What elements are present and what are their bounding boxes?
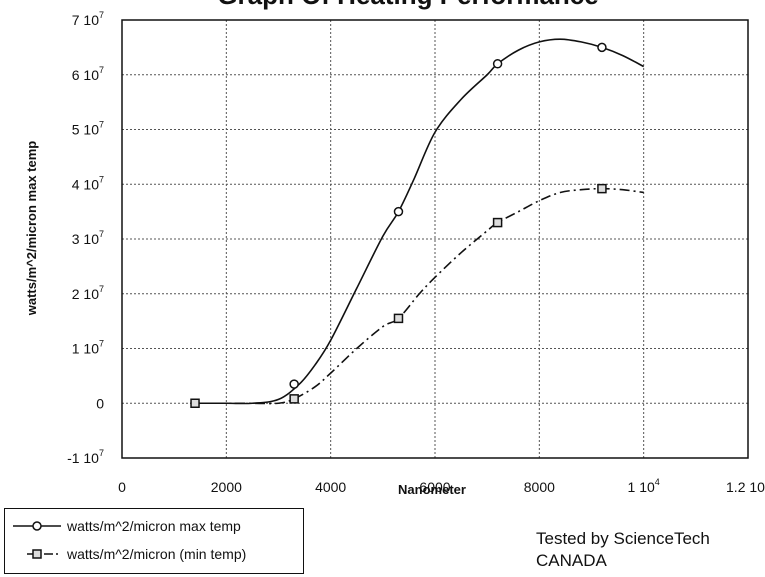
- x-tick-label: 1 104: [628, 477, 660, 495]
- legend: watts/m^2/micron max temp watts/m^2/micr…: [4, 508, 304, 574]
- data-point-min-temp: [289, 394, 299, 404]
- legend-swatch-circle-icon: [13, 521, 61, 531]
- y-tick-label: 2 107: [72, 284, 104, 302]
- x-tick-label: 2000: [211, 479, 242, 495]
- series-markers: [190, 42, 607, 408]
- y-tick-label: 7 107: [72, 10, 104, 28]
- axes-frame: [121, 19, 749, 459]
- x-tick-label: 6000: [419, 479, 450, 495]
- plot-frame: [121, 19, 749, 459]
- x-tick-label: 0: [118, 479, 126, 495]
- x-tick-label: 4000: [315, 479, 346, 495]
- y-tick-label: -1 107: [67, 448, 104, 466]
- y-axis-title: watts/m^2/micron max temp: [24, 141, 39, 317]
- data-point-max-temp: [597, 42, 607, 53]
- credit-line-2: CANADA: [536, 551, 607, 570]
- data-point-max-temp: [289, 379, 299, 389]
- series-line-max-temp: [195, 38, 645, 405]
- y-tick-label: 3 107: [72, 229, 104, 247]
- y-tick-label: 1 107: [72, 339, 104, 357]
- legend-label-min-temp: watts/m^2/micron (min temp): [67, 546, 247, 562]
- y-tick-label: 0: [96, 395, 104, 411]
- data-point-max-temp: [393, 206, 404, 217]
- y-tick-label: 6 107: [72, 65, 104, 83]
- credit-note: Tested by ScienceTech CANADA: [536, 528, 710, 572]
- x-axis-title: Nanometer: [398, 482, 466, 497]
- legend-entry-min-temp: watts/m^2/micron (min temp): [13, 543, 246, 565]
- data-point-min-temp: [190, 398, 200, 408]
- series-line-min-temp: [195, 187, 644, 405]
- legend-entry-max-temp: watts/m^2/micron max temp: [13, 515, 241, 537]
- data-point-max-temp: [492, 59, 503, 69]
- y-tick-label: 5 107: [72, 120, 104, 138]
- y-tick-label: 4 107: [72, 174, 104, 192]
- credit-line-1: Tested by ScienceTech: [536, 529, 710, 548]
- data-point-min-temp: [492, 217, 503, 228]
- chart-title: Graph Of Heating Performance: [217, 0, 598, 10]
- legend-swatch-square-icon: [27, 549, 61, 559]
- grid-lines: [122, 20, 748, 458]
- legend-label-max-temp: watts/m^2/micron max temp: [67, 518, 241, 534]
- x-tick-label: 1.2 104: [726, 477, 765, 495]
- data-point-min-temp: [393, 313, 404, 324]
- series-lines: [195, 38, 645, 405]
- data-point-min-temp: [597, 183, 607, 194]
- tick-labels: 0 2000 4000 6000 8000 1 104 1.2 104 -1 107 0 1 10…: [67, 10, 765, 495]
- x-tick-label: 8000: [524, 479, 555, 495]
